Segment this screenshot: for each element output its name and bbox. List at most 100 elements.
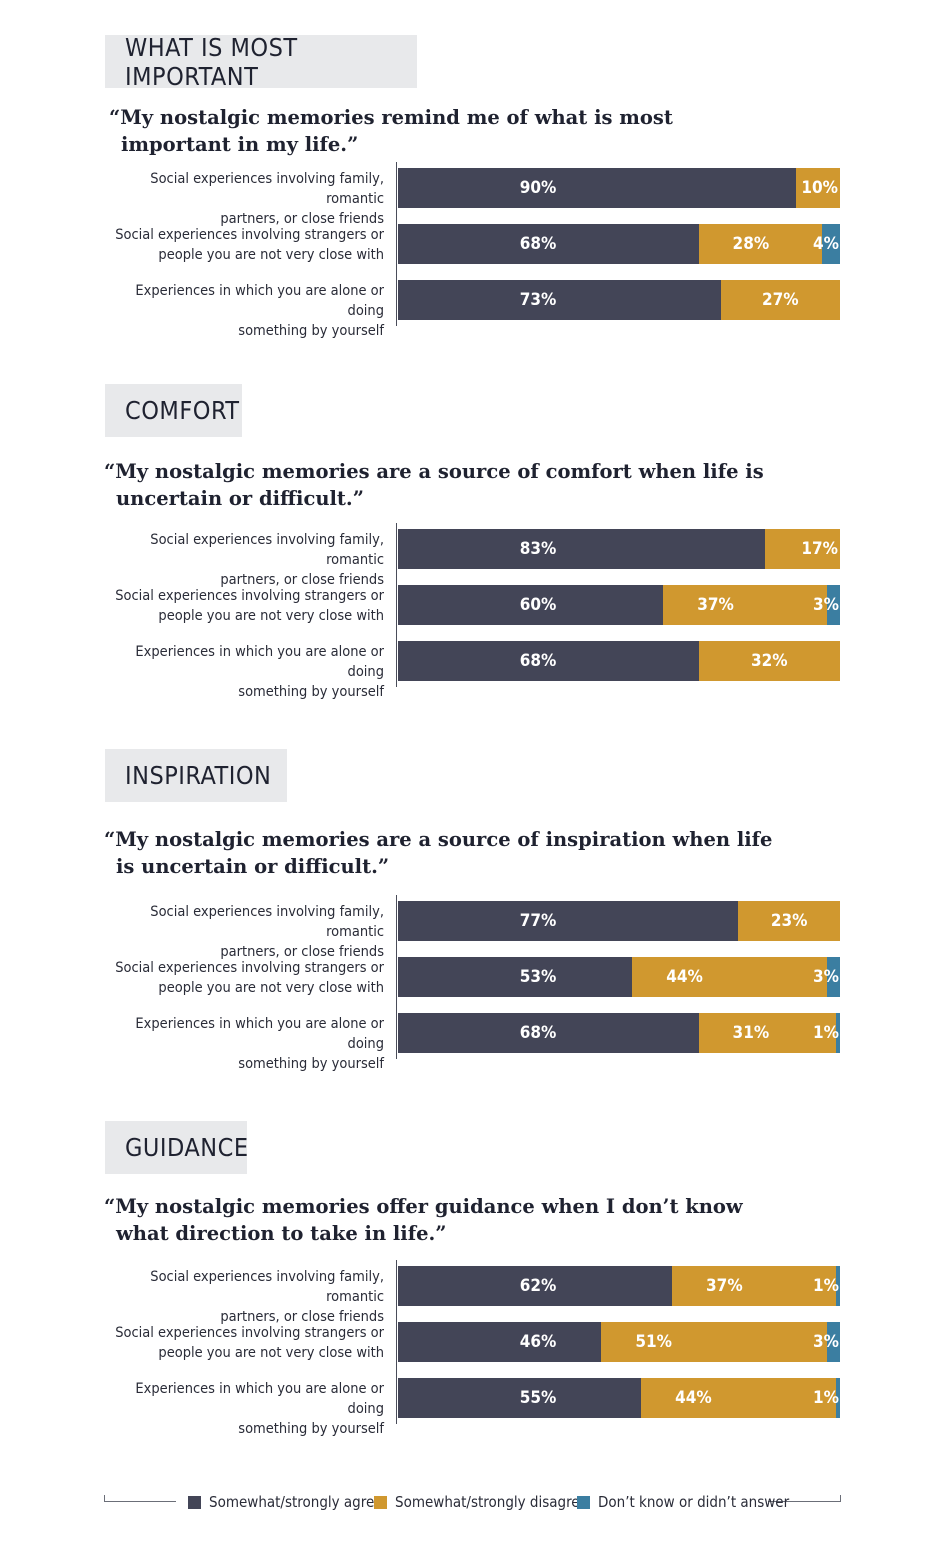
bar-segment bbox=[698, 224, 823, 264]
bar-segment bbox=[398, 957, 633, 997]
category-label: Experiences in which you are alone or do… bbox=[135, 644, 384, 700]
data-label: 1% bbox=[813, 1023, 839, 1043]
bar-segment bbox=[398, 529, 765, 569]
bar-row: 60% 37% 3% bbox=[398, 585, 840, 625]
legend-item: Somewhat/strongly agree bbox=[188, 1490, 383, 1514]
bar-segment bbox=[398, 280, 721, 320]
bar-segment bbox=[720, 280, 840, 320]
bar-segment bbox=[398, 641, 699, 681]
bar-segment bbox=[601, 1322, 827, 1362]
category-label: Social experiences involving family, rom… bbox=[150, 904, 384, 960]
data-label: 55% bbox=[519, 1388, 557, 1408]
category-label: Experiences in which you are alone or do… bbox=[135, 283, 384, 339]
legend-item: Don’t know or didn’t answer bbox=[577, 1490, 789, 1514]
category-label: Social experiences involving strangers o… bbox=[115, 588, 384, 624]
category-label: Social experiences involving family, rom… bbox=[150, 532, 384, 588]
data-label: 3% bbox=[813, 595, 839, 615]
section-heading: WHAT IS MOST IMPORTANT bbox=[105, 33, 417, 91]
legend-swatch bbox=[188, 1495, 201, 1509]
data-label: 1% bbox=[813, 1276, 839, 1296]
legend-swatch bbox=[374, 1495, 387, 1509]
bar-row: 90% 10% bbox=[398, 168, 840, 208]
legend-rule-left bbox=[104, 1501, 176, 1502]
bar-row: 53% 44% 3% bbox=[398, 957, 840, 997]
category-axis-line bbox=[396, 523, 397, 687]
data-label: 28% bbox=[732, 234, 770, 254]
legend-label: Somewhat/strongly agree bbox=[209, 1493, 383, 1511]
bar-segment bbox=[835, 1013, 840, 1053]
data-label: 17% bbox=[801, 539, 838, 559]
section-heading: INSPIRATION bbox=[105, 749, 287, 802]
category-axis-line bbox=[396, 1260, 397, 1424]
data-label: 44% bbox=[675, 1388, 712, 1408]
bar-segment bbox=[822, 224, 840, 264]
category-label: Social experiences involving family, rom… bbox=[150, 171, 384, 227]
legend-tick-left bbox=[104, 1495, 105, 1502]
data-label: 3% bbox=[813, 967, 839, 987]
bar-row: 68% 31% 1% bbox=[398, 1013, 840, 1053]
bar-segment bbox=[698, 641, 840, 681]
category-axis-line bbox=[396, 895, 397, 1059]
data-label: 68% bbox=[519, 651, 557, 671]
category-label: Social experiences involving strangers o… bbox=[115, 960, 384, 996]
bar-segment bbox=[826, 957, 840, 997]
section-quote: “My nostalgic memories remind me of what… bbox=[109, 106, 673, 156]
section-heading: GUIDANCE bbox=[105, 1121, 248, 1174]
data-label: 77% bbox=[519, 911, 557, 931]
legend: Somewhat/strongly agree Somewhat/strongly… bbox=[104, 1490, 841, 1514]
data-label: 73% bbox=[519, 290, 557, 310]
bar-segment bbox=[398, 224, 699, 264]
category-label: Social experiences involving strangers o… bbox=[115, 1325, 384, 1361]
legend-label: Don’t know or didn’t answer bbox=[598, 1493, 790, 1511]
data-label: 53% bbox=[519, 967, 557, 987]
bar-row: 55% 44% 1% bbox=[398, 1378, 840, 1418]
bar-segment bbox=[795, 168, 840, 208]
bar-row: 83% 17% bbox=[398, 529, 840, 569]
data-label: 10% bbox=[801, 178, 838, 198]
bar-row: 68% 28% 4% bbox=[398, 224, 840, 264]
data-label: 31% bbox=[732, 1023, 770, 1043]
data-label: 68% bbox=[519, 1023, 557, 1043]
section-quote: “My nostalgic memories offer guidance wh… bbox=[104, 1195, 743, 1245]
category-label: Social experiences involving strangers o… bbox=[115, 227, 384, 263]
data-label: 90% bbox=[519, 178, 557, 198]
section-quote: “My nostalgic memories are a source of i… bbox=[104, 828, 773, 878]
bar-segment bbox=[398, 168, 796, 208]
data-label: 68% bbox=[519, 234, 557, 254]
bar-segment bbox=[641, 1378, 836, 1418]
bar-segment bbox=[835, 1266, 840, 1306]
bar-row: 68% 32% bbox=[398, 641, 840, 681]
data-label: 83% bbox=[519, 539, 557, 559]
section-heading: COMFORT bbox=[105, 384, 242, 437]
legend-swatch bbox=[577, 1495, 590, 1509]
bar-segment bbox=[672, 1266, 836, 1306]
bar-segment bbox=[398, 901, 739, 941]
data-label: 51% bbox=[635, 1332, 672, 1352]
data-label: 23% bbox=[770, 911, 808, 931]
bar-row: 77% 23% bbox=[398, 901, 840, 941]
bar-segment bbox=[398, 1378, 642, 1418]
data-label: 62% bbox=[519, 1276, 557, 1296]
data-label: 37% bbox=[706, 1276, 743, 1296]
legend-item: Somewhat/strongly disagree bbox=[374, 1490, 588, 1514]
data-label: 4% bbox=[813, 234, 839, 254]
bar-segment bbox=[663, 585, 827, 625]
bar-row: 73% 27% bbox=[398, 280, 840, 320]
data-label: 1% bbox=[813, 1388, 839, 1408]
data-label: 60% bbox=[519, 595, 557, 615]
data-label: 44% bbox=[666, 967, 703, 987]
bar-segment bbox=[698, 1013, 836, 1053]
category-label: Experiences in which you are alone or do… bbox=[135, 1016, 384, 1072]
bar-segment bbox=[826, 1322, 840, 1362]
bar-row: 62% 37% 1% bbox=[398, 1266, 840, 1306]
data-label: 37% bbox=[697, 595, 734, 615]
bar-segment bbox=[738, 901, 840, 941]
category-label: Experiences in which you are alone or do… bbox=[135, 1381, 384, 1437]
category-axis-line bbox=[396, 162, 397, 326]
category-label: Social experiences involving family, rom… bbox=[150, 1269, 384, 1325]
data-label: 32% bbox=[750, 651, 788, 671]
data-label: 27% bbox=[762, 290, 799, 310]
legend-rule-right bbox=[768, 1501, 841, 1502]
bar-segment bbox=[632, 957, 827, 997]
